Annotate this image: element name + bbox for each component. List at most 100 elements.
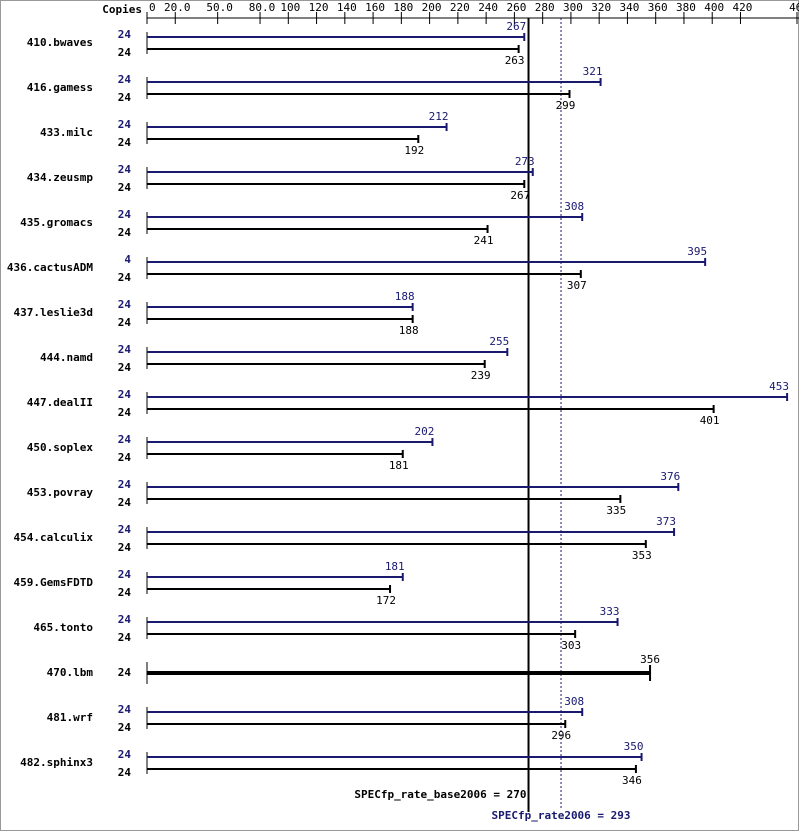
base-copies: 24 — [118, 91, 132, 104]
peak-value: 395 — [687, 245, 707, 258]
base-bar — [147, 138, 419, 140]
benchmark-label: 437.leslie3d — [14, 306, 93, 319]
peak-value: 202 — [414, 425, 434, 438]
base-value: 181 — [389, 459, 409, 472]
peak-bar — [147, 81, 601, 83]
base-copies: 24 — [118, 361, 132, 374]
base-copies: 24 — [118, 496, 132, 509]
peak-copies: 24 — [118, 568, 132, 581]
base-copies: 24 — [118, 541, 132, 554]
peak-value: 333 — [600, 605, 620, 618]
base-value: 307 — [567, 279, 587, 292]
base-value: 346 — [622, 774, 642, 787]
x-tick-label: 100 — [280, 1, 300, 14]
base-bar — [147, 453, 403, 455]
benchmark-label: 435.gromacs — [20, 216, 93, 229]
peak-copies: 24 — [118, 748, 132, 761]
base-ref-label: SPECfp_rate_base2006 = 270 — [354, 788, 526, 801]
base-bar — [147, 543, 646, 545]
peak-value: 188 — [395, 290, 415, 303]
peak-copies: 24 — [118, 433, 132, 446]
base-value: 192 — [404, 144, 424, 157]
base-value: 188 — [399, 324, 419, 337]
peak-bar — [147, 756, 642, 758]
base-copies: 24 — [118, 586, 132, 599]
benchmark-label: 481.wrf — [47, 711, 93, 724]
base-copies: 24 — [118, 721, 132, 734]
benchmark-label: 450.soplex — [27, 441, 94, 454]
base-copies: 24 — [118, 631, 132, 644]
peak-value: 212 — [429, 110, 449, 123]
base-copies: 24 — [118, 666, 132, 679]
base-copies: 24 — [118, 406, 132, 419]
base-bar — [147, 93, 570, 95]
base-value: 335 — [606, 504, 626, 517]
peak-copies: 24 — [118, 73, 132, 86]
base-bar — [147, 408, 714, 410]
base-value: 303 — [561, 639, 581, 652]
base-copies: 24 — [118, 181, 132, 194]
benchmark-label: 434.zeusmp — [27, 171, 94, 184]
peak-copies: 24 — [118, 703, 132, 716]
peak-copies: 24 — [118, 118, 132, 131]
benchmark-label: 465.tonto — [33, 621, 93, 634]
benchmark-label: 416.gamess — [27, 81, 93, 94]
x-tick-label: 380 — [676, 1, 696, 14]
x-tick-label: 340 — [619, 1, 639, 14]
benchmark-label: 410.bwaves — [27, 36, 93, 49]
x-tick-label: 180 — [393, 1, 413, 14]
x-tick-label: 20.0 — [164, 1, 191, 14]
peak-bar — [147, 351, 508, 353]
benchmark-label: 433.milc — [40, 126, 93, 139]
x-tick-label: 360 — [648, 1, 668, 14]
x-tick-label: 400 — [704, 1, 724, 14]
base-value: 296 — [551, 729, 571, 742]
peak-value: 181 — [385, 560, 405, 573]
peak-value: 321 — [583, 65, 603, 78]
base-bar — [147, 363, 485, 365]
benchmark-label: 482.sphinx3 — [20, 756, 93, 769]
peak-bar — [147, 621, 618, 623]
benchmark-label: 447.dealII — [27, 396, 93, 409]
base-bar — [147, 671, 651, 675]
peak-value: 453 — [769, 380, 789, 393]
peak-copies: 24 — [118, 478, 132, 491]
benchmark-label: 444.namd — [40, 351, 93, 364]
base-copies: 24 — [118, 46, 132, 59]
peak-copies: 24 — [118, 298, 132, 311]
peak-bar — [147, 531, 675, 533]
peak-value: 376 — [660, 470, 680, 483]
peak-copies: 24 — [118, 163, 132, 176]
base-bar — [147, 588, 391, 590]
base-value: 299 — [556, 99, 576, 112]
x-tick-label: 120 — [309, 1, 329, 14]
peak-bar — [147, 171, 533, 173]
base-value: 401 — [700, 414, 720, 427]
peak-bar — [147, 576, 403, 578]
peak-bar — [147, 261, 706, 263]
base-copies: 24 — [118, 226, 132, 239]
peak-bar — [147, 711, 583, 713]
peak-ref-label: SPECfp_rate2006 = 293 — [491, 809, 630, 822]
base-bar — [147, 318, 413, 320]
x-tick-label: 0 — [149, 1, 156, 14]
peak-value: 267 — [506, 20, 526, 33]
peak-value: 308 — [564, 695, 584, 708]
base-value: 356 — [640, 653, 660, 666]
base-value: 267 — [510, 189, 530, 202]
peak-bar — [147, 306, 413, 308]
benchmark-label: 436.cactusADM — [7, 261, 93, 274]
base-value: 263 — [505, 54, 525, 67]
x-tick-label: 260 — [506, 1, 526, 14]
peak-bar — [147, 216, 583, 218]
x-tick-label: 320 — [591, 1, 611, 14]
base-bar — [147, 633, 576, 635]
peak-bar — [147, 126, 447, 128]
base-bar — [147, 183, 525, 185]
base-copies: 24 — [118, 271, 132, 284]
base-bar — [147, 723, 566, 725]
base-value: 239 — [471, 369, 491, 382]
peak-value: 350 — [624, 740, 644, 753]
peak-value: 255 — [489, 335, 509, 348]
peak-bar — [147, 36, 525, 38]
